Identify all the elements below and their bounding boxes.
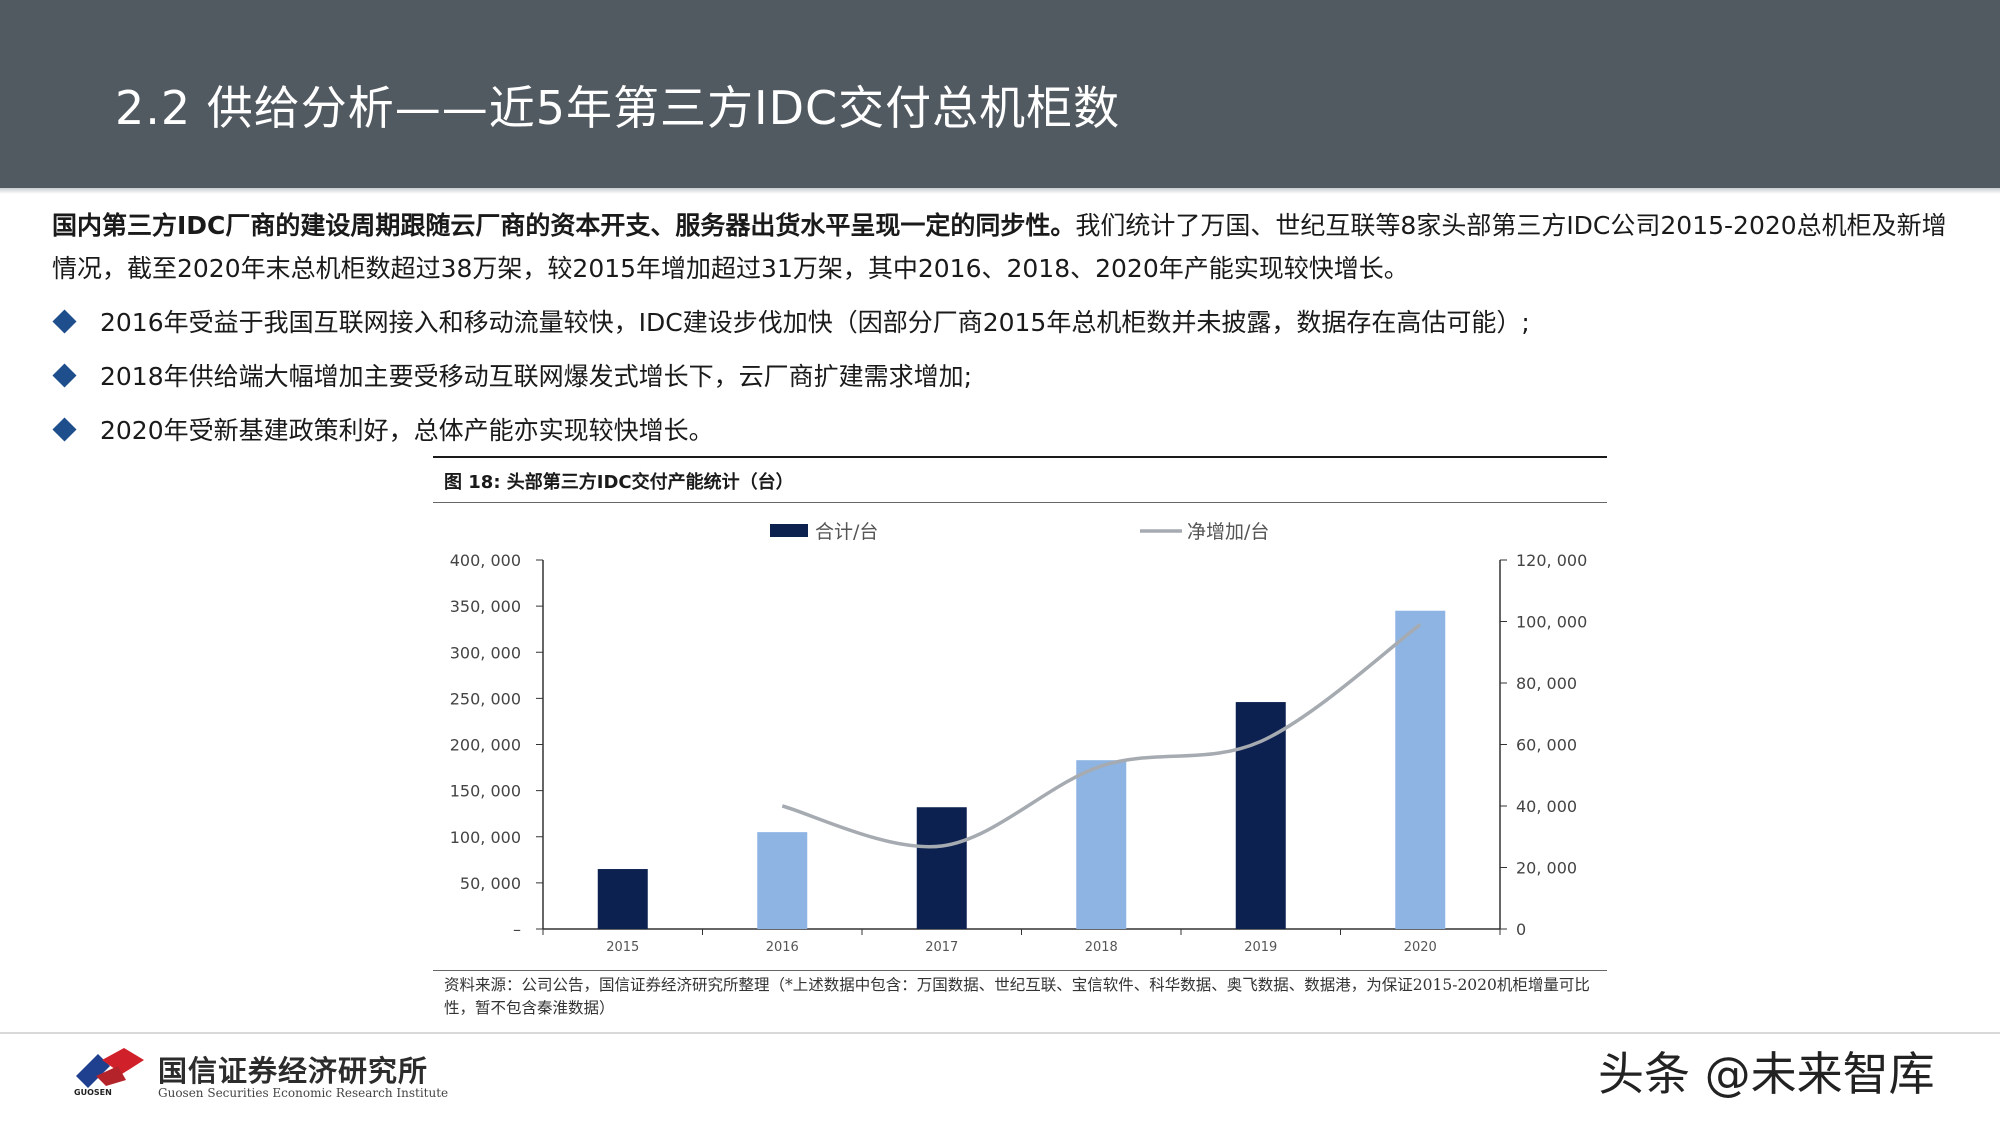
right-tick-label: 20, 000 xyxy=(1516,859,1577,878)
bullet-item: 2018年供给端大幅增加主要受移动互联网爆发式增长下，云厂商扩建需求增加; xyxy=(52,357,972,393)
bullet-item: 2020年受新基建政策利好，总体产能亦实现较快增长。 xyxy=(52,411,714,447)
left-tick-label: 400, 000 xyxy=(450,551,521,570)
bar-2020 xyxy=(1395,610,1446,929)
bar-2017 xyxy=(916,807,967,929)
footer-divider xyxy=(0,1032,2000,1034)
left-tick-label: 150, 000 xyxy=(450,782,521,801)
intro-paragraph: 国内第三方IDC厂商的建设周期跟随云厂商的资本开支、服务器出货水平呈现一定的同步… xyxy=(52,204,1952,290)
right-tick-label: 60, 000 xyxy=(1516,736,1577,755)
x-tick-label: 2018 xyxy=(1085,940,1118,955)
bar-2016 xyxy=(757,832,808,929)
bullet-text: 2016年受益于我国互联网接入和移动流量较快，IDC建设步伐加快（因部分厂商20… xyxy=(100,308,1530,337)
left-tick-label: 50, 000 xyxy=(460,874,521,893)
bar-2019 xyxy=(1235,702,1286,929)
watermark-text: 头条 @未来智库 xyxy=(1598,1047,1935,1101)
caption-rule xyxy=(433,502,1607,503)
guosen-logo-icon xyxy=(76,1048,144,1088)
x-tick-label: 2015 xyxy=(606,940,639,955)
right-tick-label: 0 xyxy=(1516,920,1526,939)
bullet-text: 2018年供给端大幅增加主要受移动互联网爆发式增长下，云厂商扩建需求增加; xyxy=(100,362,973,391)
left-tick-label: 250, 000 xyxy=(450,689,521,708)
bar-2018 xyxy=(1076,760,1127,929)
left-tick-label: 100, 000 xyxy=(450,828,521,847)
legend-label-net: 净增加/台 xyxy=(1187,521,1269,543)
bar-2015 xyxy=(597,869,648,929)
figure-top-rule xyxy=(433,456,1607,458)
x-tick-label: 2019 xyxy=(1244,940,1277,955)
guosen-logo: GUOSEN 国信证券经济研究所 Guosen Securities Econo… xyxy=(66,1046,486,1106)
title-bar: 2.2 供给分析——近5年第三方IDC交付总机柜数 xyxy=(0,0,2000,188)
left-tick-label: 350, 000 xyxy=(450,597,521,616)
legend-label-total: 合计/台 xyxy=(815,521,878,543)
left-tick-label: – xyxy=(513,920,521,939)
figure-source: 资料来源：公司公告，国信证券经济研究所整理（*上述数据中包含：万国数据、世纪互联… xyxy=(444,976,1590,1017)
intro-bold-text: 国内第三方IDC厂商的建设周期跟随云厂商的资本开支、服务器出货水平呈现一定的同步… xyxy=(52,211,1076,240)
logo-en-text: Guosen Securities Economic Research Inst… xyxy=(158,1086,449,1100)
right-tick-label: 120, 000 xyxy=(1516,551,1587,570)
left-tick-label: 300, 000 xyxy=(450,643,521,662)
net-increase-line xyxy=(781,623,1422,849)
bullet-item: 2016年受益于我国互联网接入和移动流量较快，IDC建设步伐加快（因部分厂商20… xyxy=(52,303,1530,339)
x-tick-label: 2016 xyxy=(766,940,799,955)
x-tick-label: 2017 xyxy=(925,940,958,955)
figure-bottom-rule xyxy=(433,970,1607,971)
right-tick-label: 100, 000 xyxy=(1516,613,1587,632)
figure-caption: 图 18: 头部第三方IDC交付产能统计（台） xyxy=(444,472,794,493)
right-tick-label: 40, 000 xyxy=(1516,797,1577,816)
bullet-text: 2020年受新基建政策利好，总体产能亦实现较快增长。 xyxy=(100,416,714,445)
x-tick-label: 2020 xyxy=(1404,940,1437,955)
right-tick-label: 80, 000 xyxy=(1516,674,1577,693)
page-title: 2.2 供给分析——近5年第三方IDC交付总机柜数 xyxy=(115,81,1121,135)
title-divider xyxy=(0,188,2000,194)
logo-cn-text: 国信证券经济研究所 xyxy=(158,1054,429,1088)
logo-sub-text: GUOSEN xyxy=(74,1088,112,1097)
intro-rest-text: 我们统计了万国、世纪互联等8家头部第三方IDC公司2015-2020总机柜及新增… xyxy=(52,211,1947,283)
left-tick-label: 200, 000 xyxy=(450,736,521,755)
legend-swatch-total xyxy=(770,524,808,537)
